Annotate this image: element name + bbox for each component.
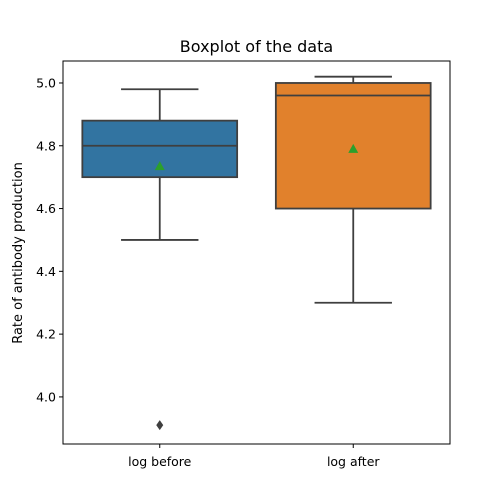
y-tick-label-4: 4.8	[36, 138, 56, 153]
y-tick-label-0: 4.0	[36, 389, 56, 404]
y-axis-label: Rate of antibody production	[11, 162, 26, 344]
chart-title: Boxplot of the data	[180, 37, 333, 56]
plot-frame	[62, 60, 451, 445]
y-tick-label-1: 4.2	[36, 327, 56, 342]
x-tick-label-log-after: log after	[327, 454, 380, 469]
mean-marker-log-before	[154, 161, 165, 171]
plot-area: log before log after 4.0 4.2 4.4 4.6 4.8 5.0	[36, 60, 451, 469]
x-tick-label-log-before: log before	[128, 454, 192, 469]
outlier-log-before-0	[156, 420, 164, 431]
y-tick-label-5: 5.0	[36, 75, 56, 90]
mean-marker-log-after	[348, 143, 359, 153]
y-tick-label-2: 4.4	[36, 264, 56, 279]
y-tick-label-3: 4.6	[36, 201, 56, 216]
